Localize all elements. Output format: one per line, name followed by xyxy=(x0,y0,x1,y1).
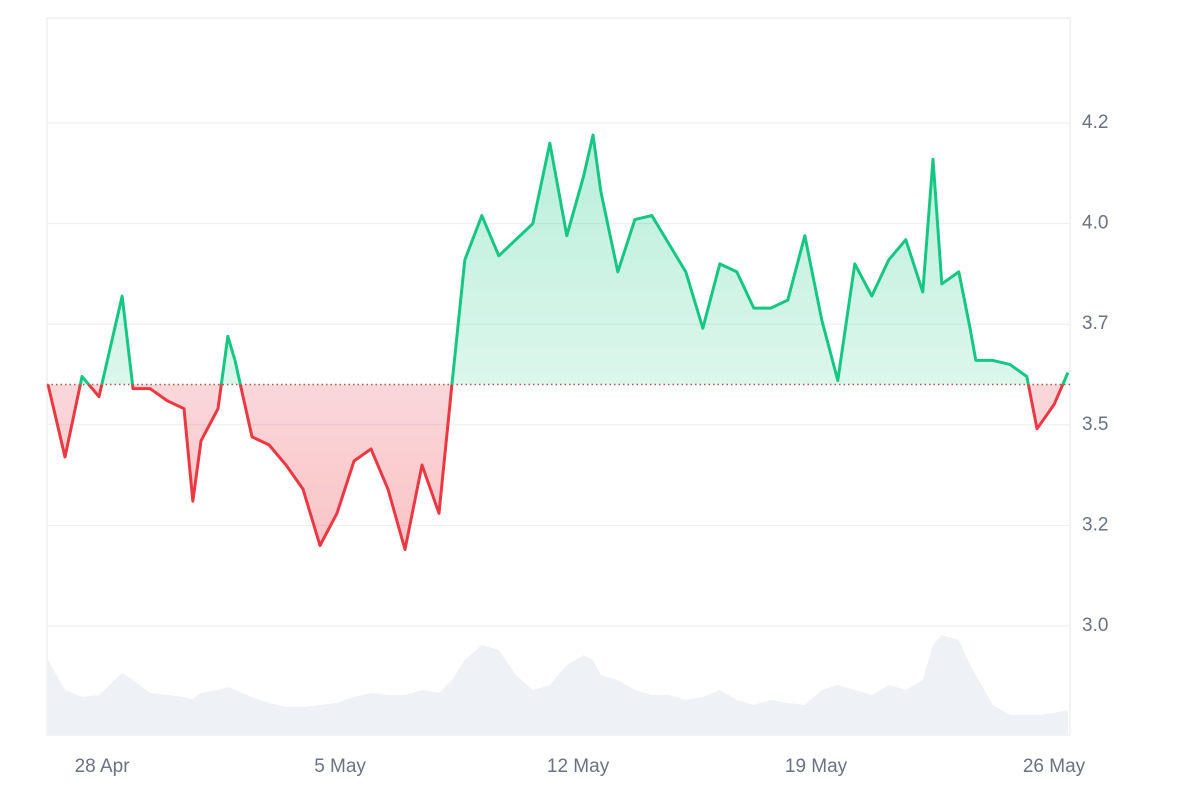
x-tick-label: 28 Apr xyxy=(75,756,131,777)
price-line-up xyxy=(48,133,1070,385)
x-tick-label: 12 May xyxy=(547,756,610,777)
x-tick-label: 19 May xyxy=(785,756,848,777)
volume-area xyxy=(48,635,1068,735)
price-line-down xyxy=(46,384,1065,552)
area-down xyxy=(48,384,1063,550)
area-up xyxy=(48,135,1068,385)
x-tick-label: 5 May xyxy=(314,756,366,777)
y-tick-label: 4.0 xyxy=(1082,213,1108,234)
y-tick-label: 3.2 xyxy=(1082,514,1108,535)
y-tick-label: 3.5 xyxy=(1082,414,1108,435)
x-tick-label: 26 May xyxy=(1023,756,1086,777)
y-tick-label: 3.0 xyxy=(1082,615,1108,636)
y-tick-label: 3.7 xyxy=(1082,313,1108,334)
y-tick-label: 4.2 xyxy=(1082,112,1108,133)
